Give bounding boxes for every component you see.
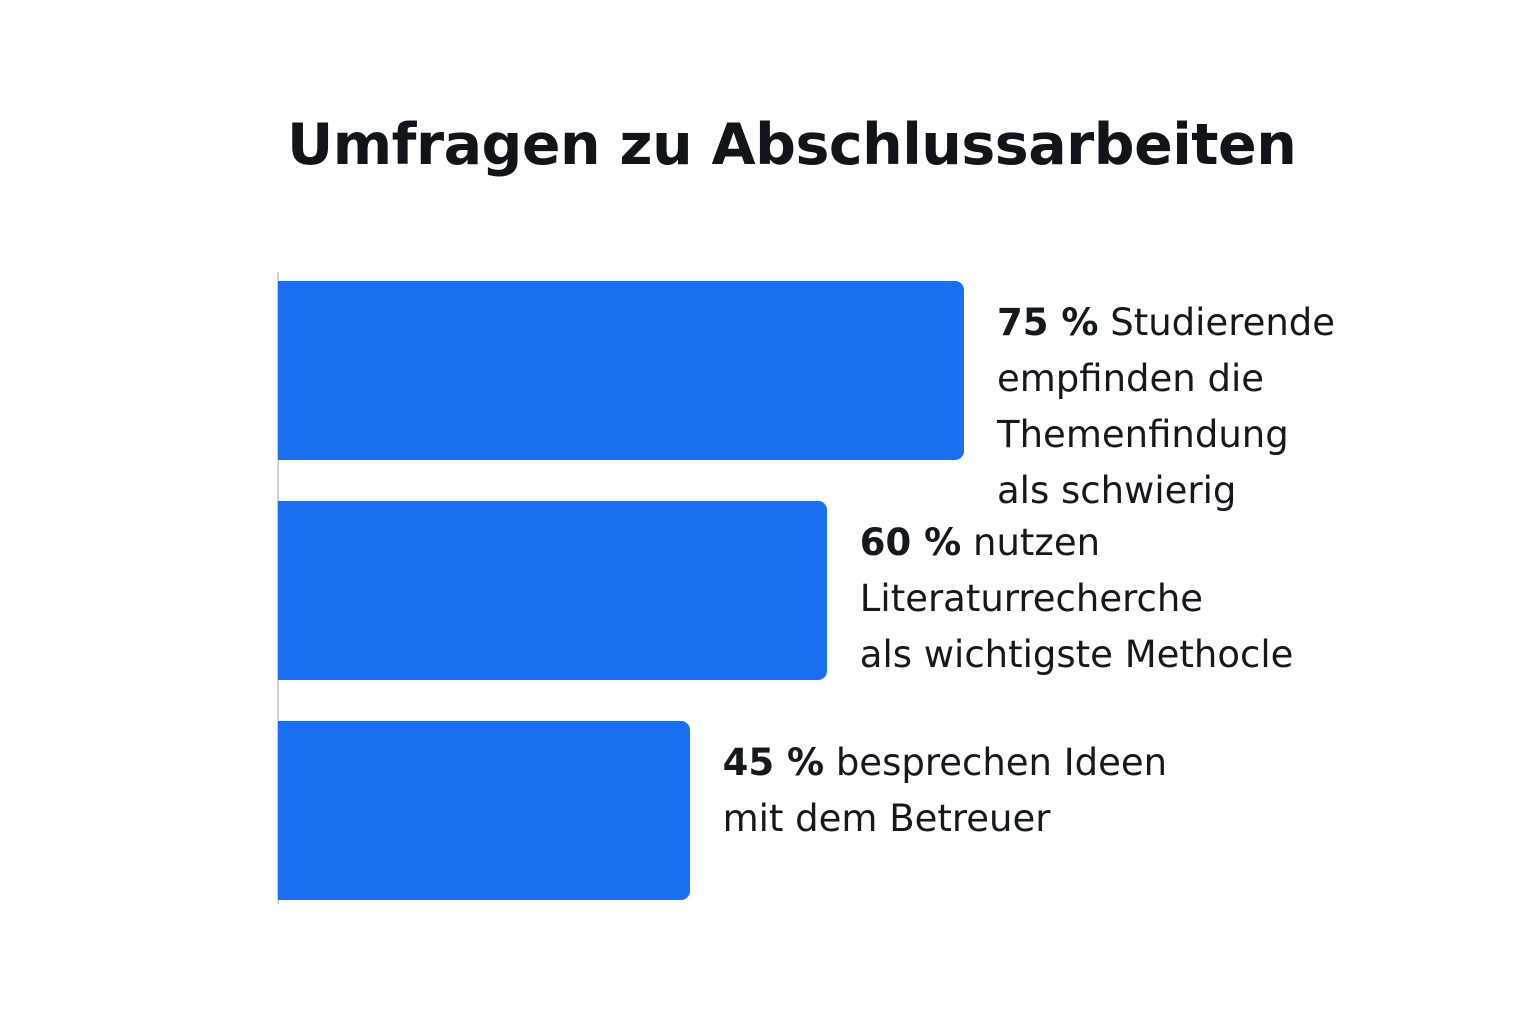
chart-title: Umfragen zu Abschlussarbeiten xyxy=(287,112,1297,178)
bar-label: 75 % Studierende empfinden die Themenfin… xyxy=(997,295,1335,519)
bar-value-label: 60 % xyxy=(859,521,962,564)
bar-label: 60 % nutzen Literaturrecherche als wicht… xyxy=(860,515,1294,683)
bar-description: nutzen Literaturrecherche als wichtigste… xyxy=(859,521,1294,676)
bar-description: Studierende empfinden die Themenfindung … xyxy=(997,301,1336,512)
bar-value-label: 75 % xyxy=(997,301,1099,344)
bar-label: 45 % besprechen Ideen mit dem Betreuer xyxy=(723,735,1168,847)
bar-description: besprechen Ideen mit dem Betreuer xyxy=(722,741,1168,840)
bar-2 xyxy=(278,501,827,680)
bar-value-label: 45 % xyxy=(722,741,825,784)
bar-3 xyxy=(278,721,690,900)
bar-1 xyxy=(278,281,964,460)
